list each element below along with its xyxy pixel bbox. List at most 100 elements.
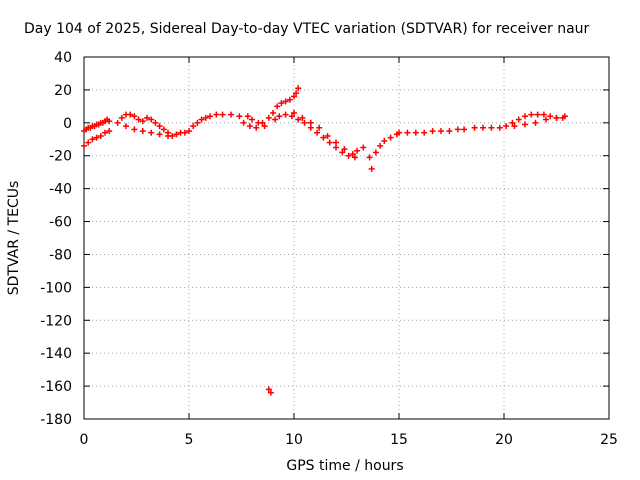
data-point bbox=[213, 111, 220, 118]
data-point bbox=[295, 116, 302, 123]
x-tick-label: 25 bbox=[600, 432, 618, 448]
data-point bbox=[282, 111, 289, 118]
x-tick-label: 5 bbox=[185, 432, 194, 448]
data-point bbox=[186, 128, 192, 135]
data-point bbox=[169, 132, 176, 139]
data-point bbox=[286, 96, 293, 103]
data-point bbox=[244, 113, 251, 120]
data-point bbox=[131, 126, 138, 133]
data-point bbox=[148, 129, 155, 136]
x-tick-label: 15 bbox=[390, 432, 408, 448]
data-point bbox=[299, 114, 306, 121]
data-point bbox=[93, 134, 100, 141]
data-point bbox=[515, 116, 522, 123]
data-point bbox=[412, 129, 419, 136]
data-point bbox=[246, 123, 253, 130]
data-point bbox=[131, 113, 138, 120]
data-point bbox=[528, 111, 535, 118]
data-point bbox=[240, 119, 247, 126]
data-point bbox=[438, 128, 444, 135]
data-point bbox=[540, 111, 547, 118]
data-point bbox=[532, 119, 539, 126]
y-tick-label: -40 bbox=[49, 182, 72, 198]
plot-frame bbox=[83, 56, 610, 420]
y-axis-label: SDTVAR / TECUs bbox=[6, 181, 22, 296]
data-point bbox=[236, 113, 243, 120]
data-point bbox=[265, 386, 272, 393]
data-point bbox=[276, 113, 283, 120]
data-point bbox=[511, 123, 518, 130]
y-tick-label: -80 bbox=[49, 247, 72, 263]
data-point bbox=[267, 389, 274, 396]
y-tick-label: -160 bbox=[40, 379, 72, 395]
data-point bbox=[471, 124, 478, 131]
data-point bbox=[368, 165, 375, 172]
data-point bbox=[173, 131, 180, 138]
x-tick-label: 20 bbox=[495, 432, 513, 448]
data-point bbox=[351, 154, 358, 161]
data-point bbox=[326, 139, 333, 146]
y-tick-label: 0 bbox=[63, 116, 72, 132]
data-point bbox=[274, 103, 281, 110]
y-tick-label: 20 bbox=[54, 83, 72, 99]
data-point bbox=[207, 113, 213, 120]
y-tick-label: -20 bbox=[49, 149, 72, 165]
data-point bbox=[461, 126, 468, 133]
data-point bbox=[282, 98, 289, 105]
x-axis-label: GPS time / hours bbox=[286, 458, 403, 474]
data-point bbox=[198, 116, 205, 123]
data-point bbox=[543, 116, 549, 123]
data-point bbox=[139, 128, 146, 135]
data-point bbox=[377, 142, 384, 149]
data-point bbox=[314, 129, 321, 136]
data-point bbox=[345, 152, 352, 159]
data-point bbox=[102, 129, 108, 136]
data-point bbox=[339, 149, 346, 156]
data-point bbox=[85, 139, 92, 146]
data-point bbox=[265, 114, 272, 121]
data-point bbox=[259, 119, 266, 126]
data-point bbox=[488, 124, 495, 131]
data-point bbox=[160, 126, 167, 133]
data-point bbox=[324, 132, 331, 139]
data-point bbox=[301, 119, 308, 126]
data-points bbox=[81, 85, 568, 396]
data-point bbox=[288, 113, 295, 120]
data-point bbox=[387, 134, 394, 141]
y-tick-label: -140 bbox=[40, 346, 72, 362]
data-point bbox=[307, 119, 314, 126]
data-point bbox=[152, 119, 159, 126]
data-point bbox=[144, 114, 150, 121]
data-point bbox=[509, 119, 516, 126]
data-point bbox=[333, 139, 339, 146]
data-point bbox=[190, 123, 197, 130]
x-tick-label: 0 bbox=[80, 432, 89, 448]
data-point bbox=[429, 128, 436, 135]
chart-title: Day 104 of 2025, Sidereal Day-to-day VTE… bbox=[24, 21, 590, 37]
data-point bbox=[249, 116, 255, 123]
data-point bbox=[480, 124, 486, 131]
data-point bbox=[404, 129, 411, 136]
data-point bbox=[341, 146, 348, 153]
data-point bbox=[135, 116, 142, 123]
data-point bbox=[272, 116, 279, 123]
data-point bbox=[123, 123, 129, 130]
data-point bbox=[372, 149, 379, 156]
data-point bbox=[219, 111, 226, 118]
data-point bbox=[81, 142, 87, 149]
data-point bbox=[421, 129, 428, 136]
data-point bbox=[156, 123, 163, 130]
data-point bbox=[381, 137, 388, 144]
data-point bbox=[522, 113, 528, 120]
data-point bbox=[139, 118, 146, 125]
data-point bbox=[354, 147, 360, 154]
data-point bbox=[89, 136, 96, 143]
data-point bbox=[278, 100, 285, 107]
y-tick-label: 40 bbox=[54, 50, 72, 66]
data-point bbox=[349, 151, 356, 158]
data-point bbox=[503, 123, 510, 130]
data-point bbox=[253, 124, 260, 131]
data-point bbox=[291, 93, 297, 100]
data-point bbox=[261, 123, 268, 130]
